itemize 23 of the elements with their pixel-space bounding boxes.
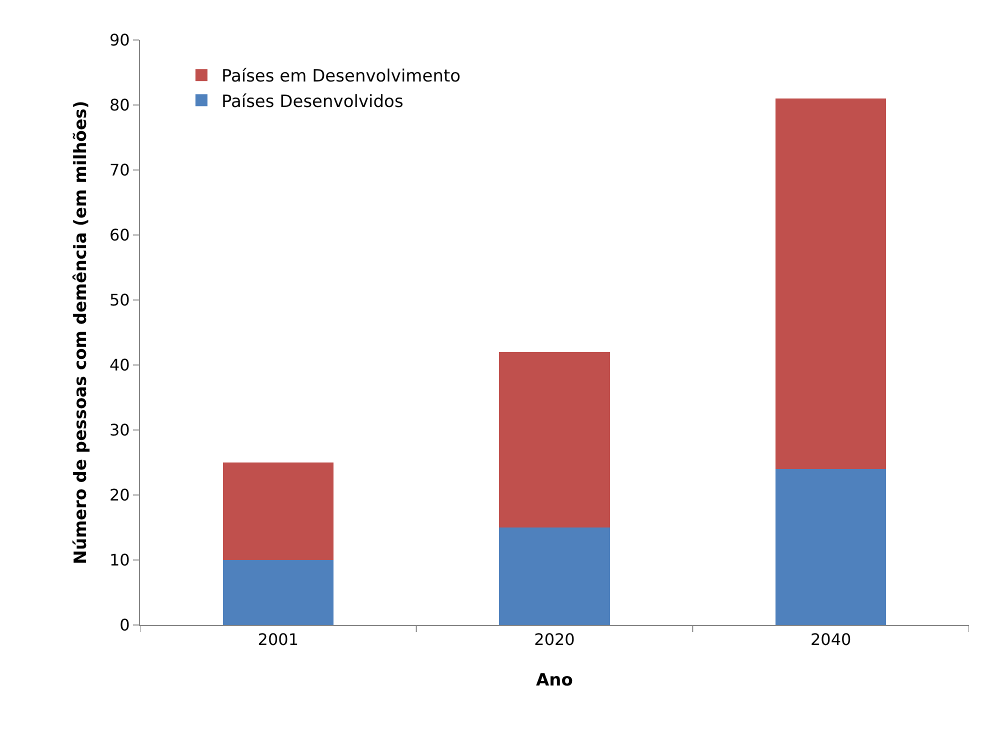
bar [499, 352, 610, 528]
x-tick-label: 2020 [534, 630, 575, 650]
bar [776, 469, 886, 625]
bar [776, 98, 886, 469]
x-tick-label: 2001 [258, 630, 299, 650]
bar [222, 462, 334, 560]
bar [499, 528, 610, 625]
legend-label: Países Desenvolvidos [221, 92, 404, 112]
legend-label: Países em Desenvolvimento [221, 66, 461, 87]
x-axis-title: Ano [536, 670, 573, 691]
y-tick-label: 10 [109, 550, 130, 570]
y-tick-label: 20 [109, 486, 130, 505]
bar [222, 560, 334, 625]
y-axis-title: Número de pessoas com demência (em milhões) [70, 100, 91, 564]
y-tick-label: 30 [109, 420, 130, 440]
x-tick-label: 2040 [810, 630, 852, 650]
y-tick-label: 40 [109, 356, 130, 375]
y-tick-label: 60 [109, 226, 130, 245]
y-tick-label: 90 [109, 30, 130, 50]
y-tick-label: 80 [109, 96, 130, 115]
y-tick-label: 50 [109, 290, 130, 310]
y-tick-label: 70 [109, 160, 130, 180]
y-tick-label: 0 [120, 616, 130, 635]
